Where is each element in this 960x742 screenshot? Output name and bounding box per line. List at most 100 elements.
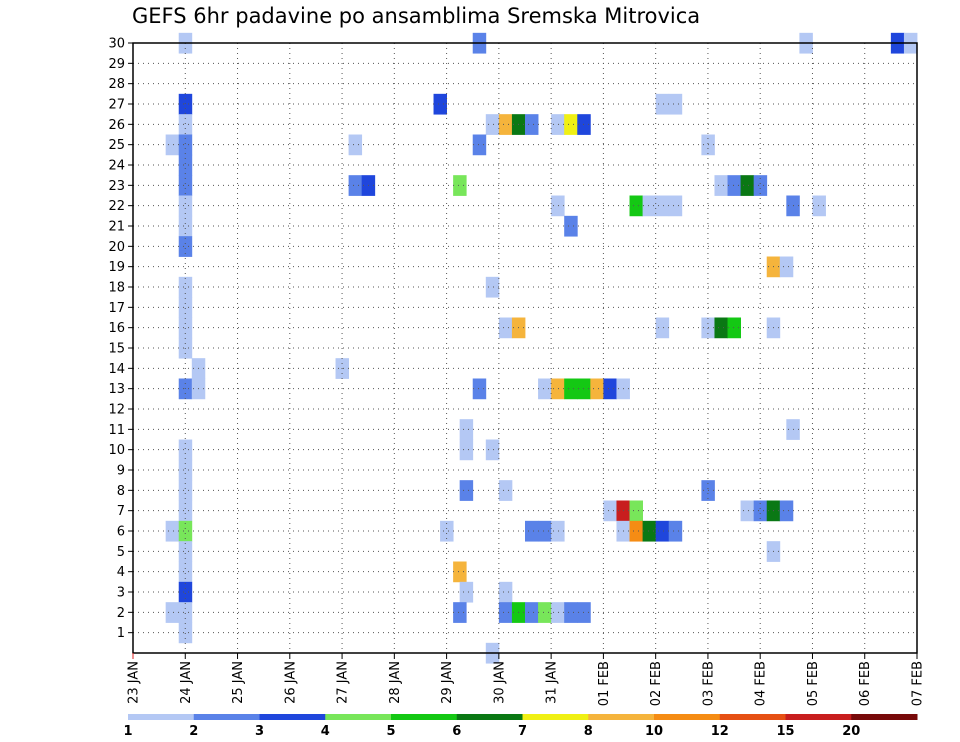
x-tick-label: 07 FEB <box>911 661 926 706</box>
heatmap-cell <box>178 297 193 318</box>
heatmap-cell <box>498 480 513 501</box>
heatmap-cell <box>178 439 193 461</box>
y-tick-label: 26 <box>108 118 125 133</box>
heatmap-cell <box>779 256 794 278</box>
heatmap-cell <box>753 500 768 522</box>
heatmap-cell <box>472 134 487 156</box>
heatmap-cell <box>603 378 617 400</box>
heatmap-cell <box>178 236 193 257</box>
colorbar-label: 6 <box>452 724 461 739</box>
heatmap-cell <box>668 195 683 217</box>
y-tick-label: 5 <box>117 545 125 560</box>
colorbar-segment <box>128 714 195 720</box>
colorbar-segment <box>654 714 721 720</box>
heatmap-cell <box>165 134 180 156</box>
heatmap-cell <box>642 520 657 542</box>
grid-layer <box>133 42 917 653</box>
y-tick-label: 1 <box>117 626 125 641</box>
heatmap-cell <box>655 93 670 115</box>
x-tick-label: 23 JAN <box>127 661 142 704</box>
heatmap-cell <box>498 317 513 339</box>
colorbar-label: 15 <box>776 724 794 739</box>
y-tick-label: 20 <box>108 240 125 255</box>
heatmap-cell <box>753 175 768 196</box>
y-tick-label: 7 <box>117 504 125 519</box>
heatmap-cell <box>178 114 193 135</box>
x-tick-label: 30 JAN <box>492 661 507 704</box>
heatmap-cell <box>551 378 565 400</box>
x-tick-label: 26 JAN <box>283 661 298 704</box>
heatmap-cell <box>642 195 657 217</box>
heatmap-cell <box>348 134 363 156</box>
heatmap-cell <box>577 114 591 135</box>
heatmap-cell <box>538 520 552 542</box>
x-tick-label: 25 JAN <box>231 661 246 704</box>
x-tick-label: 04 FEB <box>754 661 769 706</box>
heatmap-cell <box>564 215 578 237</box>
heatmap-cell <box>655 317 670 339</box>
x-tick-label: 24 JAN <box>179 661 194 704</box>
heatmap-cell <box>714 317 728 339</box>
heatmap-cell <box>178 154 193 176</box>
heatmap-cell <box>564 602 578 623</box>
heatmap-cell <box>551 195 565 217</box>
y-tick-label: 23 <box>108 179 125 194</box>
y-tick-label: 11 <box>108 423 125 438</box>
heatmap-cell <box>740 500 755 522</box>
colorbar-label: 12 <box>711 724 729 739</box>
x-tick-label: 27 JAN <box>336 661 351 704</box>
colorbar-label: 4 <box>321 724 330 739</box>
heatmap-cell <box>178 134 193 156</box>
heatmap-cell <box>178 317 193 339</box>
heatmap-cell <box>564 114 578 135</box>
heatmap-cell <box>498 602 513 623</box>
heatmap-cell <box>178 276 193 298</box>
colorbar-label: 3 <box>255 724 264 739</box>
y-tick-label: 4 <box>117 565 125 580</box>
colorbar-label: 20 <box>842 724 860 739</box>
axes-layer: 1234567891011121314151617181920212223242… <box>108 37 925 707</box>
heatmap-cell <box>740 175 755 196</box>
x-tick-label: 02 FEB <box>649 661 664 706</box>
y-tick-label: 16 <box>108 321 125 336</box>
heatmap-cell <box>498 114 513 135</box>
y-tick-label: 14 <box>108 362 125 377</box>
colorbar-label: 5 <box>386 724 395 739</box>
heatmap-cell <box>433 93 447 115</box>
colorbar-segment <box>851 714 918 720</box>
x-tick-label: 28 JAN <box>388 661 403 704</box>
heatmap-cell <box>472 378 487 400</box>
cells-layer <box>165 32 918 664</box>
heatmap-cell <box>165 520 180 542</box>
heatmap-cell <box>348 175 363 196</box>
y-tick-label: 12 <box>108 403 125 418</box>
heatmap-cell <box>629 520 643 542</box>
colorbar-layer: 1 2 3 4 5 6 7 8 10 12 15 20 <box>123 714 918 739</box>
heatmap-cell <box>629 195 643 217</box>
heatmap-cell <box>459 581 474 603</box>
heatmap-cell <box>178 581 193 603</box>
x-tick-label: 01 FEB <box>597 661 612 706</box>
x-tick-label: 31 JAN <box>545 661 560 704</box>
heatmap-cell <box>178 480 193 501</box>
colorbar-label: 1 <box>123 724 132 739</box>
y-tick-label: 18 <box>108 281 125 296</box>
heatmap-cell <box>178 541 193 562</box>
colorbar-segment <box>785 714 852 720</box>
heatmap-cell <box>178 175 193 196</box>
colorbar-label: 8 <box>584 724 593 739</box>
heatmap-cell <box>178 459 193 481</box>
heatmap-cell <box>178 602 193 623</box>
heatmap-cell <box>603 500 617 522</box>
y-tick-label: 27 <box>108 98 125 113</box>
heatmap-cell <box>668 93 683 115</box>
heatmap-cell <box>525 520 539 542</box>
heatmap-cell <box>564 378 578 400</box>
y-tick-label: 25 <box>108 138 125 153</box>
y-tick-label: 8 <box>117 484 125 499</box>
heatmap-cell <box>440 520 454 542</box>
y-tick-label: 10 <box>108 443 125 458</box>
y-tick-label: 17 <box>108 301 125 316</box>
heatmap-cell <box>577 378 591 400</box>
